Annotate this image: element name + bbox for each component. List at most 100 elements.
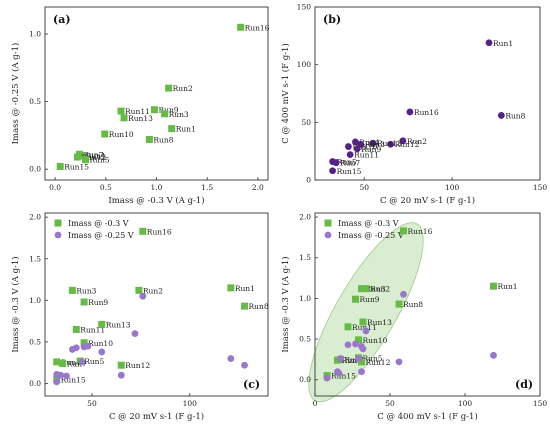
data-point (145, 135, 153, 143)
legend-marker (324, 219, 332, 227)
x-tick-label: 100 (458, 399, 473, 408)
data-point (395, 358, 403, 366)
data-point (57, 371, 65, 379)
point-label: Run15 (331, 372, 356, 381)
y-tick-label: 0.5 (29, 97, 41, 106)
data-point (117, 361, 125, 369)
data-point (56, 162, 64, 170)
point-label: Run2 (407, 137, 427, 146)
point-label: Run2 (370, 285, 390, 294)
x-tick-label: 50 (359, 183, 369, 192)
y-tick-label: 150 (297, 3, 312, 12)
chart-panel-4: 0 50 100 150 0.0 0.5 1.0 1.5 2.0 C @ 400 mV s-1 (… (280, 212, 548, 422)
point-label: Run7 (342, 356, 362, 365)
point-label: Run12 (366, 358, 391, 367)
point-label: Run4 (345, 355, 365, 364)
data-point (53, 358, 61, 366)
y-tick-label: 0.0 (29, 379, 41, 388)
data-point (387, 140, 394, 148)
data-point (139, 227, 147, 235)
legend-marker (54, 231, 62, 239)
x-tick-label: 0 (313, 399, 318, 408)
data-point (227, 355, 235, 362)
x-tick-label: 100 (445, 183, 460, 192)
y-tick-label: 0.0 (299, 375, 311, 384)
x-tick-label: 1.5 (201, 183, 213, 192)
point-label: Run16 (147, 227, 172, 236)
point-label: Run16 (245, 23, 270, 32)
point-label: Run5 (363, 354, 383, 363)
x-tick-label: 0.5 (100, 183, 112, 192)
point-label: Run16 (414, 108, 439, 117)
data-point (150, 106, 158, 114)
data-point (168, 125, 176, 133)
y-tick-label: 1.5 (29, 254, 41, 263)
data-point (490, 351, 497, 359)
data-point (490, 282, 497, 290)
x-tick-label: 1.0 (151, 183, 163, 192)
legend-label: Imass @ -0.3 V (338, 219, 399, 228)
data-point (80, 339, 88, 347)
data-point (131, 330, 139, 338)
point-label: Run10 (109, 130, 134, 139)
point-label: Run5 (337, 158, 357, 167)
y-tick-label: 0.5 (299, 335, 311, 344)
data-point (73, 153, 81, 161)
plot-frame (314, 212, 541, 397)
data-point (77, 152, 85, 160)
data-point (362, 285, 370, 293)
x-tick-label: 150 (533, 399, 548, 408)
x-tick-label: 50 (87, 399, 97, 408)
point-label: Run13 (106, 320, 131, 329)
point-label: Run1 (235, 284, 255, 293)
point-label: Run11 (354, 151, 379, 160)
point-label: Run12 (395, 140, 420, 149)
data-point (399, 137, 407, 145)
data-point (400, 227, 407, 235)
y-axis-title: C @ 400 mV s-1 (F g-1) (280, 43, 291, 144)
point-label: Run13 (377, 139, 402, 148)
point-label: Run15 (64, 162, 89, 171)
x-axis-title: C @ 20 mV s-1 (F g-1) (380, 195, 475, 206)
data-point (241, 361, 248, 369)
point-label: Run11 (125, 107, 150, 116)
point-label: Run10 (363, 336, 388, 345)
chart-panel-3: 50 100 0.0 0.5 1.0 1.5 2.0 C @ 20 mV s-1 (F g-1… (10, 212, 269, 422)
point-label: Run2 (143, 286, 163, 295)
data-point (358, 358, 365, 366)
y-tick-label: 1.0 (29, 30, 41, 39)
legend-marker (324, 231, 332, 239)
data-point (53, 378, 61, 386)
point-label: Run1 (498, 282, 518, 291)
panel-label: (b) (323, 13, 341, 26)
data-point (359, 345, 367, 353)
point-label: Run7 (67, 360, 87, 369)
data-point (241, 302, 249, 310)
legend-label: Imass @ -0.3 V (68, 219, 129, 228)
data-point (357, 140, 365, 148)
data-point (497, 112, 505, 119)
data-point (344, 323, 352, 331)
data-point (400, 290, 407, 298)
data-point (59, 360, 67, 368)
point-label: Run13 (128, 114, 153, 123)
y-tick-label: 100 (297, 60, 312, 69)
plot-frame (314, 6, 541, 181)
point-label: Run7 (83, 150, 103, 159)
y-axis-title: Imass @ -0.3 V (A g-1) (280, 256, 291, 352)
point-label: Run10 (352, 143, 377, 152)
panel-label: (c) (243, 378, 260, 391)
data-point (227, 284, 235, 292)
chart-panel-1: 0.0 0.5 1.0 1.5 2.0 0.0 0.5 1.0 Imass @ -0.3 V (… (10, 6, 270, 206)
data-point (369, 139, 377, 147)
data-point (161, 110, 169, 118)
point-label: Run15 (61, 375, 86, 384)
data-point (98, 348, 106, 356)
y-tick-label: 1.0 (299, 294, 311, 303)
data-point (98, 320, 106, 328)
point-label: Run8 (505, 111, 525, 120)
point-label: Run9 (88, 298, 108, 307)
data-point (165, 84, 173, 92)
point-label: Run2 (173, 84, 193, 93)
